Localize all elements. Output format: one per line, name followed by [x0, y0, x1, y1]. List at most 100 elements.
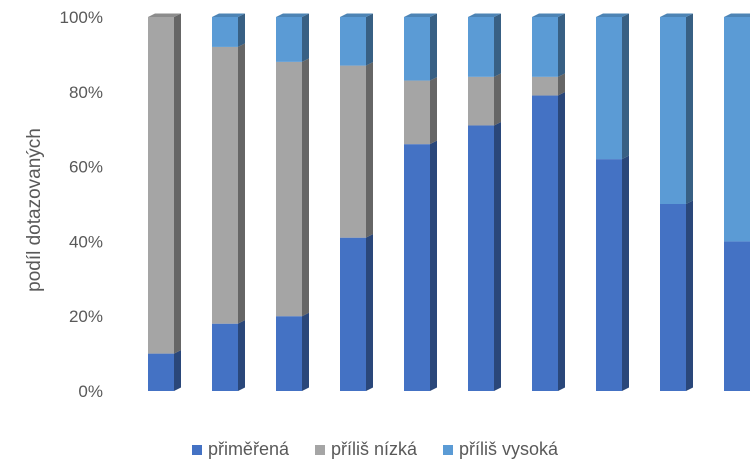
bar-segment-1	[724, 241, 750, 391]
bar-segment-3	[532, 13, 565, 77]
bar-front-face	[212, 46, 238, 324]
bar-side-face	[558, 13, 565, 77]
bar-segment-2	[532, 73, 565, 96]
y-tick-label: 60%	[69, 158, 103, 177]
bar-segment-2	[340, 62, 373, 238]
bar-column	[724, 13, 750, 391]
bar-side-face	[174, 13, 181, 354]
y-tick-label: 40%	[69, 232, 103, 251]
bar-segment-3	[404, 13, 437, 81]
bar-top-face	[212, 13, 245, 17]
bar-segment-3	[276, 13, 309, 62]
bar-front-face	[340, 237, 366, 391]
bar-top-face	[532, 13, 565, 17]
bar-column	[532, 13, 565, 391]
legend-label: příliš vysoká	[459, 439, 559, 459]
bar-front-face	[532, 76, 558, 96]
bar-segment-3	[596, 13, 629, 160]
bar-top-face	[340, 13, 373, 17]
bar-side-face	[430, 140, 437, 391]
bar-side-face	[366, 62, 373, 238]
y-axis-label-group: podíl dotazovaných	[24, 128, 45, 292]
legend: přiměřená příliš nízká příliš vysoká	[0, 437, 750, 462]
bar-side-face	[622, 13, 629, 160]
bar-segment-1	[468, 121, 501, 392]
bar-front-face	[660, 204, 686, 391]
bar-front-face	[596, 17, 622, 160]
legend-swatch	[314, 444, 325, 455]
bar-front-face	[276, 17, 302, 62]
bar-top-face	[596, 13, 629, 17]
y-tick-label: 80%	[69, 83, 103, 102]
bar-side-face	[622, 155, 629, 391]
bar-segment-2	[404, 77, 437, 145]
legend-item: přiměřená	[191, 437, 289, 462]
bar-top-face	[724, 13, 750, 17]
bar-side-face	[238, 13, 245, 47]
bar-segment-1	[340, 234, 373, 391]
bar-side-face	[494, 121, 501, 392]
y-axis-label: podíl dotazovaných	[24, 128, 45, 292]
bar-segment-1	[404, 140, 437, 391]
bar-segment-3	[212, 13, 245, 47]
bar-side-face	[238, 43, 245, 324]
bar-front-face	[212, 17, 238, 47]
bar-front-face	[276, 61, 302, 317]
bar-top-face	[404, 13, 437, 17]
bar-front-face	[724, 241, 750, 391]
bar-segment-3	[660, 13, 693, 204]
bar-column	[468, 13, 501, 392]
bar-side-face	[366, 13, 373, 66]
bar-side-face	[686, 13, 693, 204]
bar-front-face	[212, 323, 238, 391]
bar-side-face	[558, 92, 565, 391]
bars-group	[148, 13, 750, 392]
legend-swatch	[443, 444, 454, 455]
bar-side-face	[302, 13, 309, 62]
bar-top-face	[468, 13, 501, 17]
y-tick-label: 100%	[60, 8, 103, 27]
bar-column	[148, 13, 181, 391]
bar-segment-2	[212, 43, 245, 324]
bar-side-face	[174, 350, 181, 391]
bar-side-face	[686, 200, 693, 391]
bar-front-face	[596, 159, 622, 391]
bar-front-face	[404, 144, 430, 391]
bar-front-face	[148, 353, 174, 391]
bar-segment-1	[212, 320, 245, 391]
bar-side-face	[494, 13, 501, 77]
bar-front-face	[660, 17, 686, 204]
bar-column	[340, 13, 373, 391]
bar-segment-1	[596, 155, 629, 391]
bar-front-face	[404, 80, 430, 145]
bar-side-face	[494, 73, 501, 126]
bar-column	[276, 13, 309, 391]
bar-segment-2	[468, 73, 501, 126]
legend-label: příliš nízká	[330, 439, 418, 459]
bar-segment-2	[276, 58, 309, 317]
bar-front-face	[724, 17, 750, 242]
bar-front-face	[468, 17, 494, 77]
y-tick-label: 20%	[69, 307, 103, 326]
bar-front-face	[340, 17, 366, 66]
bar-side-face	[238, 320, 245, 391]
legend-item: příliš nízká	[314, 437, 418, 462]
bar-segment-3	[340, 13, 373, 66]
bar-segment-3	[468, 13, 501, 77]
bar-front-face	[468, 76, 494, 126]
bar-front-face	[148, 17, 174, 354]
stacked-bar-chart: podíl dotazovaných 0% 20% 40% 60% 80% 100%	[24, 8, 750, 401]
legend-item: příliš vysoká	[443, 437, 558, 462]
bar-front-face	[532, 17, 558, 77]
bar-column	[596, 13, 629, 391]
bar-side-face	[302, 312, 309, 391]
bar-segment-2	[148, 13, 181, 354]
bar-segment-1	[660, 200, 693, 391]
bar-top-face	[148, 13, 181, 17]
bar-top-face	[276, 13, 309, 17]
bar-top-face	[660, 13, 693, 17]
bar-front-face	[468, 125, 494, 392]
bar-side-face	[558, 73, 565, 96]
bar-segment-1	[532, 92, 565, 391]
legend-label: přiměřená	[207, 439, 289, 459]
